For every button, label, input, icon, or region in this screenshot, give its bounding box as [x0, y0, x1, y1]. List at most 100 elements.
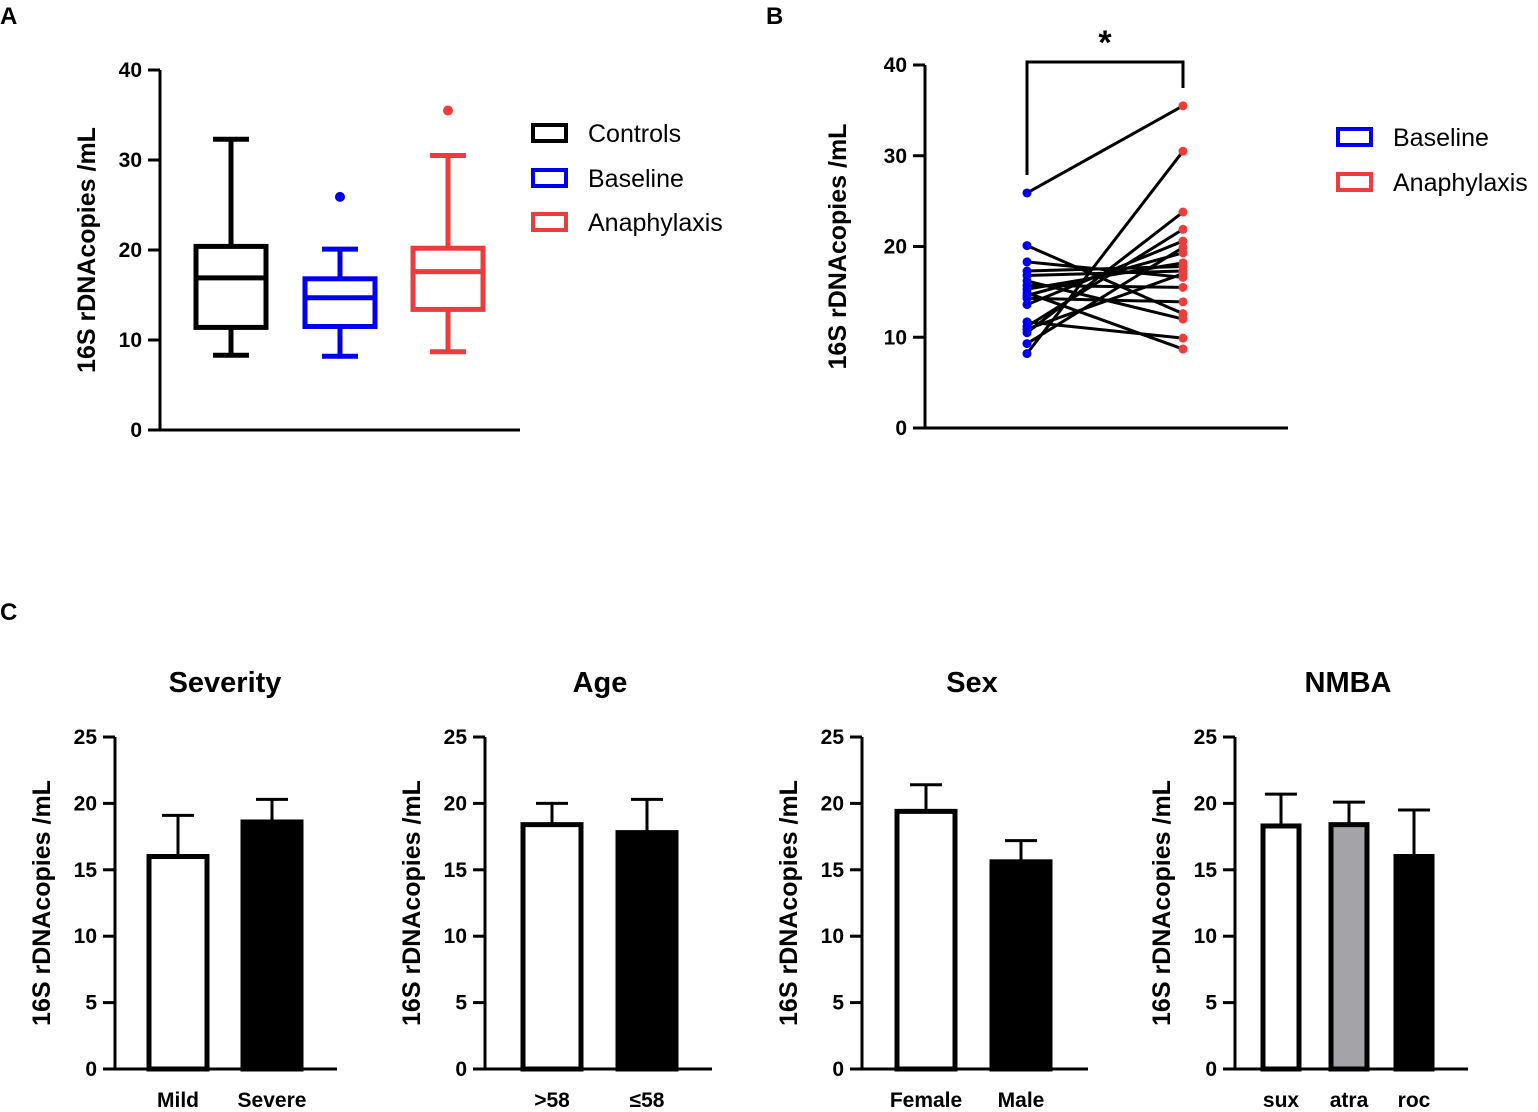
- chart-c4-y-tick-label: 0: [1205, 1058, 1217, 1081]
- box-iqr: [410, 245, 486, 312]
- baseline-point: [1022, 257, 1032, 267]
- legend-entry: Baseline: [1393, 124, 1489, 152]
- anaphylaxis-point: [1178, 207, 1188, 217]
- chart-c3-y-tick-label: 0: [832, 1058, 844, 1081]
- chart-title: Sex: [946, 667, 998, 699]
- legend-entry: Anaphylaxis: [588, 209, 723, 237]
- anaphylaxis-point: [1178, 101, 1188, 111]
- baseline-point: [1022, 241, 1032, 251]
- chart-c4-y-tick-label: 15: [1194, 859, 1218, 882]
- chart-a-y-tick-label: 40: [119, 59, 142, 82]
- x-category-label: sux: [1263, 1089, 1300, 1112]
- chart-a-y-axis-label: 16S rDNAcopies /mL: [73, 127, 101, 373]
- chart-c3-y-tick-label: 10: [821, 925, 844, 948]
- x-category-label: Mild: [157, 1089, 199, 1112]
- significance-star: *: [1098, 24, 1112, 62]
- chart-a-y-tick-label: 20: [119, 239, 142, 262]
- chart-c4-y-tick-label: 20: [1194, 792, 1217, 815]
- legend-swatch: [531, 123, 568, 143]
- paired-line: [1026, 284, 1184, 289]
- bar-severe: [240, 819, 304, 1072]
- paired-line: [1026, 320, 1184, 340]
- chart-c2-y-tick-label: 0: [455, 1058, 467, 1081]
- chart-title: NMBA: [1305, 667, 1392, 699]
- chart-a-y-tick-label: 10: [119, 329, 142, 352]
- chart-c4-y-tick-label: 25: [1194, 726, 1218, 749]
- anaphylaxis-point: [1178, 344, 1188, 354]
- chart-title: Age: [573, 667, 628, 699]
- chart-b-y-tick-label: 40: [884, 54, 907, 77]
- chart-b-paired: 0 10 20 30 40 16S rDNAcopies /mL * Baseline Anap…: [824, 24, 1528, 440]
- chart-c1-y-axis-label: 16S rDNAcopies /mL: [28, 780, 56, 1026]
- chart-b-y-tick-label: 0: [895, 417, 907, 440]
- bar-sux: [1260, 823, 1302, 1072]
- chart-c4-y-tick-label: 5: [1205, 992, 1217, 1015]
- x-category-label: Male: [998, 1089, 1045, 1112]
- baseline-point: [1022, 266, 1032, 276]
- paired-line: [1026, 246, 1184, 345]
- chart-c3-y-tick-label: 15: [821, 859, 845, 882]
- bar-roc: [1393, 854, 1435, 1072]
- chart-a-y-tick-label: 30: [119, 149, 142, 172]
- legend-swatch: [1336, 172, 1373, 192]
- chart-c2-y-tick-label: 25: [444, 726, 468, 749]
- baseline-point: [1022, 288, 1032, 298]
- anaphylaxis-point: [1178, 282, 1188, 292]
- panel-label-b: B: [766, 3, 783, 30]
- x-category-label: Severe: [238, 1089, 307, 1112]
- box-iqr: [193, 243, 269, 330]
- chart-c-nmba: 0 5 10 15 20 25 16S rDNAcopies /mL NMBA sux atra r…: [1148, 667, 1468, 1112]
- bar-58: [520, 822, 584, 1072]
- chart-c1-y-tick-label: 15: [74, 859, 98, 882]
- paired-line: [1026, 104, 1184, 195]
- x-category-label: roc: [1398, 1089, 1431, 1112]
- chart-c1-y-tick-label: 25: [74, 726, 98, 749]
- bar-male: [989, 859, 1053, 1072]
- chart-c2-y-tick-label: 5: [455, 992, 467, 1015]
- box-outlier-point: [335, 191, 345, 202]
- box-iqr: [302, 276, 378, 329]
- baseline-point: [1022, 281, 1032, 291]
- legend-entry: Baseline: [588, 165, 684, 193]
- legend-swatch: [1336, 127, 1373, 147]
- box-outlier-point: [443, 105, 453, 116]
- chart-c1-y-tick-label: 20: [74, 792, 97, 815]
- chart-c1-y-tick-label: 10: [74, 925, 97, 948]
- chart-c1-y-tick-label: 0: [85, 1058, 97, 1081]
- bar-58: [615, 830, 679, 1072]
- chart-c2-y-axis-label: 16S rDNAcopies /mL: [398, 780, 426, 1026]
- anaphylaxis-point: [1178, 261, 1188, 271]
- chart-c4-y-tick-label: 10: [1194, 925, 1217, 948]
- bar-atra: [1328, 822, 1370, 1072]
- paired-line: [1026, 244, 1184, 316]
- chart-b-y-axis-label: 16S rDNAcopies /mL: [824, 124, 852, 370]
- chart-c2-y-tick-label: 15: [444, 859, 468, 882]
- panel-label-a: A: [0, 3, 17, 30]
- chart-c-severity: 0 5 10 15 20 25 16S rDNAcopies /mL Severity Mild…: [28, 667, 337, 1112]
- x-category-label: Female: [890, 1089, 962, 1112]
- chart-b-y-tick-label: 10: [884, 326, 907, 349]
- anaphylaxis-point: [1178, 224, 1188, 234]
- chart-c3-y-tick-label: 25: [821, 726, 845, 749]
- paired-line: [1026, 291, 1184, 351]
- chart-c2-y-tick-label: 20: [444, 792, 467, 815]
- paired-line: [1026, 272, 1184, 331]
- baseline-point: [1022, 300, 1032, 310]
- chart-c3-y-tick-label: 20: [821, 792, 844, 815]
- baseline-point: [1022, 317, 1032, 327]
- paired-line: [1026, 269, 1184, 278]
- chart-c2-y-tick-label: 10: [444, 925, 467, 948]
- chart-c4-y-axis-label: 16S rDNAcopies /mL: [1148, 780, 1176, 1026]
- chart-title: Severity: [169, 667, 282, 699]
- x-category-label: ≤58: [630, 1089, 665, 1112]
- chart-a-y-tick-label: 0: [130, 419, 142, 442]
- legend-swatch: [531, 168, 568, 188]
- anaphylaxis-point: [1178, 297, 1188, 307]
- legend-entry: Anaphylaxis: [1393, 169, 1528, 197]
- paired-line: [1026, 227, 1184, 328]
- anaphylaxis-point: [1178, 269, 1188, 279]
- significance-bracket: [1025, 60, 1185, 175]
- baseline-point: [1022, 188, 1032, 198]
- x-category-label: >58: [534, 1089, 570, 1112]
